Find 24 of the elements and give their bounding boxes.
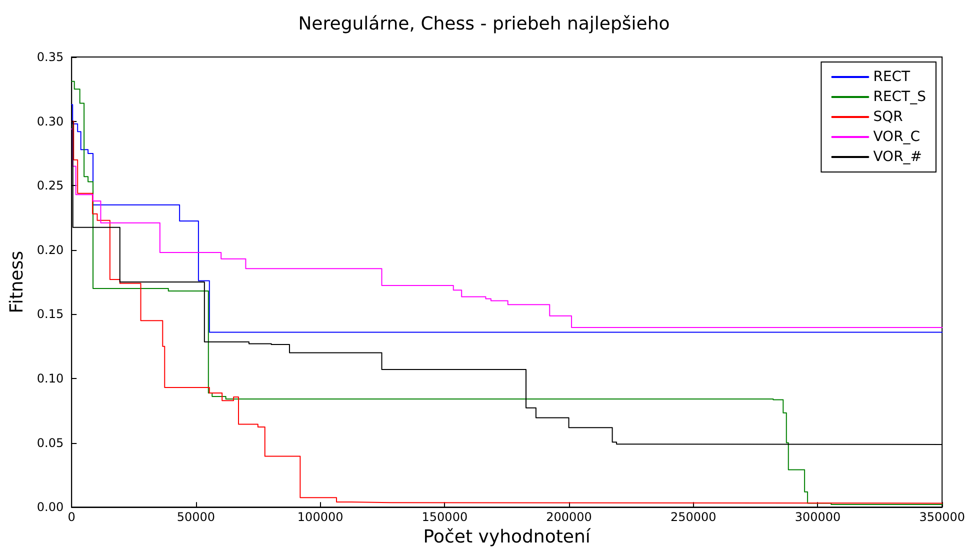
x-tick-label: 200000 xyxy=(546,510,592,524)
y-tick-label: 0.30 xyxy=(36,114,64,128)
legend-label: RECT xyxy=(873,69,911,85)
legend-label: RECT_S xyxy=(873,89,926,105)
x-tick-label: 50000 xyxy=(176,510,216,524)
legend-label: SQR xyxy=(873,109,904,125)
x-tick-label: 350000 xyxy=(919,510,965,524)
x-tick-label: 300000 xyxy=(794,510,841,524)
y-axis-title: Fitness xyxy=(6,250,28,314)
y-tick-label: 0.00 xyxy=(36,500,64,514)
legend-label: VOR_# xyxy=(873,149,922,165)
y-tick-label: 0.10 xyxy=(36,372,64,386)
x-tick-label: 250000 xyxy=(670,510,716,524)
y-tick-label: 0.15 xyxy=(36,307,64,322)
y-tick-label: 0.35 xyxy=(36,50,64,64)
x-axis-title: Počet vyhodnotení xyxy=(423,526,592,548)
legend-label: VOR_C xyxy=(873,129,920,145)
y-tick-label: 0.20 xyxy=(36,242,64,257)
y-tick-label: 0.05 xyxy=(36,436,64,450)
x-tick-label: 0 xyxy=(68,510,76,524)
x-tick-label: 150000 xyxy=(422,510,468,524)
chart-title: Neregulárne, Chess - priebeh najlepšieho xyxy=(298,14,670,34)
x-tick-label: 100000 xyxy=(297,510,344,524)
y-tick-label: 0.25 xyxy=(36,178,64,193)
